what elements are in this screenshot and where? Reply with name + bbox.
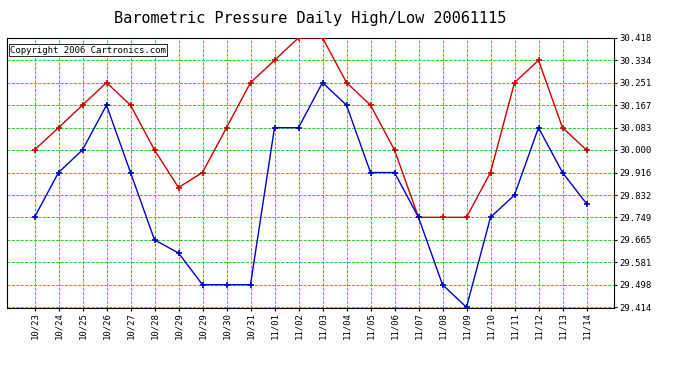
Text: Barometric Pressure Daily High/Low 20061115: Barometric Pressure Daily High/Low 20061… xyxy=(115,11,506,26)
Text: Copyright 2006 Cartronics.com: Copyright 2006 Cartronics.com xyxy=(10,46,166,55)
